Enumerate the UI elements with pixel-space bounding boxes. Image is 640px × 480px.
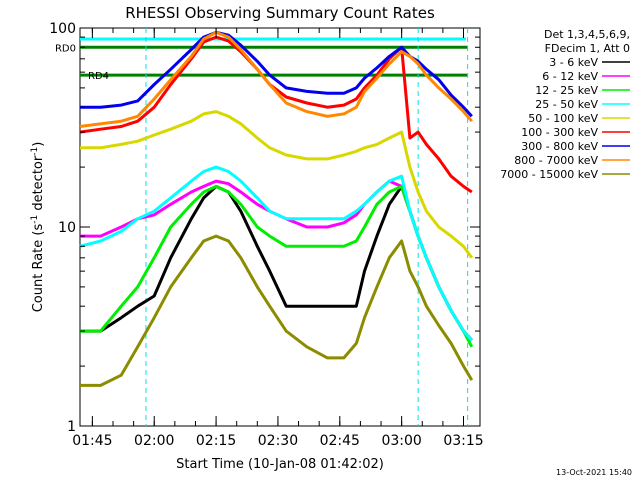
legend-entry-label: 6 - 12 keV bbox=[542, 70, 598, 83]
x-tick-label: 02:45 bbox=[320, 433, 360, 449]
x-tick-label: 03:15 bbox=[443, 433, 483, 449]
series-line-8 bbox=[80, 234, 474, 387]
timestamp: 13-Oct-2021 15:40 bbox=[556, 468, 632, 477]
x-tick-label: 02:15 bbox=[196, 433, 236, 449]
legend-entry-label: 100 - 300 keV bbox=[521, 126, 598, 139]
x-axis-label: Start Time (10-Jan-08 01:42:02) bbox=[176, 457, 384, 472]
y-tick-label: 100 bbox=[49, 21, 76, 37]
y-axis-label-part-1: Count Rate (s bbox=[31, 224, 46, 313]
legend-entry-label: 50 - 100 keV bbox=[528, 112, 598, 125]
series-line-6 bbox=[80, 30, 473, 118]
y-tick-label: 1 bbox=[67, 419, 76, 435]
marker-label-rd4: RD4 bbox=[88, 71, 109, 82]
legend-header-line: FDecim 1, Att 0 bbox=[545, 42, 630, 55]
legend-entry-label: 800 - 7000 keV bbox=[514, 154, 598, 167]
legend-entry-label: 7000 - 15000 keV bbox=[500, 168, 598, 181]
y-axis-label-sup-2: -1 bbox=[30, 147, 40, 156]
series-line-5 bbox=[79, 35, 473, 194]
legend-entry-label: 25 - 50 keV bbox=[535, 98, 598, 111]
plot-frame bbox=[79, 27, 481, 427]
legend-header-line: Det 1,3,4,5,6,9, bbox=[544, 28, 630, 41]
x-tick-label: 02:30 bbox=[258, 433, 298, 449]
x-tick-label: 01:45 bbox=[72, 433, 112, 449]
legend-entry-label: 300 - 800 keV bbox=[521, 140, 598, 153]
series-line-7 bbox=[79, 30, 473, 128]
series-line-2 bbox=[80, 184, 474, 348]
series-line-3 bbox=[79, 165, 473, 342]
y-axis-label-part-3: ) bbox=[31, 142, 46, 147]
series-line-4 bbox=[80, 110, 474, 259]
chart-title: RHESSI Observing Summary Count Rates bbox=[125, 4, 435, 22]
marker-label-rd0: RD0 bbox=[55, 43, 76, 54]
y-axis-label-part-2: detector bbox=[31, 155, 46, 215]
legend-entry-label: 12 - 25 keV bbox=[535, 84, 598, 97]
x-tick-label: 02:00 bbox=[134, 433, 174, 449]
legend-entry-label: 3 - 6 keV bbox=[549, 56, 598, 69]
y-tick-label: 10 bbox=[58, 220, 76, 236]
x-tick-label: 03:00 bbox=[381, 433, 421, 449]
y-axis-label: Count Rate (s-1 detector-1) bbox=[30, 142, 46, 313]
y-axis-label-sup-1: -1 bbox=[30, 215, 40, 224]
